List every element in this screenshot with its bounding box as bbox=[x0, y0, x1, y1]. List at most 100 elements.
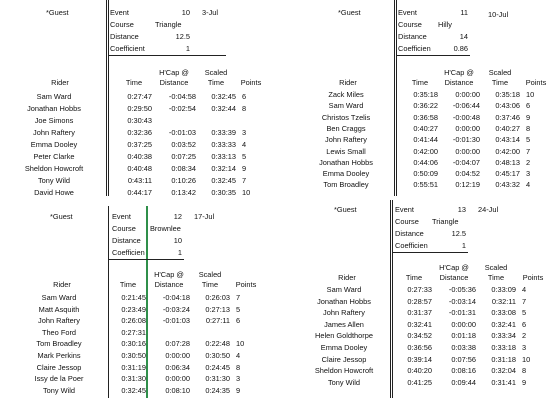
scaled-time: 0:32:45 bbox=[211, 176, 236, 185]
handicap: -0:01:31 bbox=[448, 308, 476, 318]
race-time: 0:30:43 bbox=[127, 116, 152, 125]
points: 7 bbox=[526, 146, 531, 156]
divider-line bbox=[392, 200, 393, 398]
race-time: 0:40:27 bbox=[413, 123, 438, 133]
handicap: -0:01:03 bbox=[162, 316, 190, 326]
rider-name: Sam Ward bbox=[326, 285, 362, 294]
points: 7 bbox=[522, 296, 527, 306]
selection-border bbox=[146, 206, 148, 398]
header-underline bbox=[108, 55, 226, 56]
results-panel-event-12: *Guest Event 12 17-Jul Course Brownlee D… bbox=[10, 206, 278, 400]
points: 8 bbox=[522, 366, 527, 376]
col-header-rider: Rider bbox=[51, 78, 69, 87]
handicap: -0:00:48 bbox=[452, 112, 480, 122]
race-time: 0:23:49 bbox=[121, 304, 146, 314]
race-time: 0:37:25 bbox=[127, 140, 152, 149]
course-label: Course bbox=[395, 217, 419, 226]
points: 6 bbox=[242, 92, 247, 101]
event-number: 13 bbox=[457, 205, 466, 214]
distance-value: 12.5 bbox=[175, 32, 190, 41]
race-time: 0:43:11 bbox=[127, 176, 152, 185]
scaled-time: 0:43:14 bbox=[495, 135, 520, 145]
results-panel-event-13: *Guest Event 13 24-Jul Course Triangle D… bbox=[298, 200, 558, 400]
coefficient-value: 0.86 bbox=[453, 44, 468, 53]
rider-name: Sam Ward bbox=[36, 92, 72, 101]
handicap: 0:00:00 bbox=[451, 319, 476, 329]
rider-name: Helen Goldthorpe bbox=[315, 331, 373, 341]
col-header-points: Points bbox=[235, 280, 257, 289]
scaled-time: 0:27:13 bbox=[205, 304, 230, 314]
col-header-time: Time bbox=[405, 273, 423, 282]
distance-label: Distance bbox=[398, 32, 427, 41]
race-time: 0:36:22 bbox=[413, 101, 438, 111]
points: 4 bbox=[522, 285, 527, 294]
scaled-time: 0:37:46 bbox=[495, 112, 520, 122]
col-header-hcap: H'Cap @ bbox=[439, 263, 469, 272]
rider-name: Jonathan Hobbs bbox=[319, 157, 373, 167]
handicap: 0:12:19 bbox=[455, 180, 480, 190]
scaled-time: 0:32:44 bbox=[211, 104, 236, 113]
col-header-distance: Distance bbox=[154, 280, 184, 289]
race-time: 0:27:47 bbox=[127, 92, 152, 101]
rider-name: Zack Miles bbox=[328, 90, 364, 99]
rider-name: David Howe bbox=[34, 188, 74, 197]
rider-name: Theo Ford bbox=[41, 327, 77, 337]
divider-line bbox=[108, 0, 109, 196]
handicap: -0:02:54 bbox=[168, 104, 196, 113]
points: 7 bbox=[236, 293, 241, 302]
event-number: 10 bbox=[181, 8, 190, 17]
scaled-time: 0:42:00 bbox=[495, 146, 520, 156]
handicap: -0:01:03 bbox=[168, 128, 196, 137]
col-header-scaled-time: Time bbox=[201, 280, 219, 289]
results-panel-event-10: *Guest Event 10 3-Jul Course Triangle Di… bbox=[0, 0, 278, 200]
col-header-scaled: Scaled bbox=[484, 263, 508, 272]
coefficient-label: Coefficient bbox=[110, 44, 145, 53]
rider-name: John Raftery bbox=[38, 316, 80, 326]
guest-note: *Guest bbox=[338, 8, 361, 17]
rider-name: Emma Dooley bbox=[320, 343, 368, 352]
points: 7 bbox=[242, 176, 247, 185]
handicap: 0:09:44 bbox=[451, 377, 476, 387]
event-label: Event bbox=[398, 8, 417, 17]
rider-name: James Allen bbox=[324, 319, 364, 329]
distance-label: Distance bbox=[110, 32, 139, 41]
rider-name: Emma Dooley bbox=[322, 169, 370, 179]
race-time: 0:35:18 bbox=[413, 90, 438, 99]
rider-name: Sam Ward bbox=[41, 293, 77, 302]
col-header-hcap: H'Cap @ bbox=[154, 270, 184, 279]
col-header-scaled: Scaled bbox=[488, 68, 512, 77]
points: 10 bbox=[522, 354, 531, 364]
guest-note: *Guest bbox=[50, 212, 73, 221]
rider-name: Joe Simons bbox=[34, 116, 74, 125]
race-time: 0:32:41 bbox=[407, 319, 432, 329]
points: 2 bbox=[522, 331, 527, 341]
race-time: 0:44:17 bbox=[127, 188, 152, 197]
handicap: 0:03:52 bbox=[171, 140, 196, 149]
scaled-time: 0:45:17 bbox=[495, 169, 520, 179]
col-header-hcap: H'Cap @ bbox=[159, 68, 189, 77]
rider-name: Tom Broadley bbox=[323, 180, 369, 190]
col-header-time: Time bbox=[411, 78, 429, 87]
col-header-scaled-time: Time bbox=[207, 78, 225, 87]
event-date: 17-Jul bbox=[194, 212, 215, 221]
points: 3 bbox=[242, 128, 247, 137]
divider-line bbox=[394, 0, 395, 196]
col-header-points: Points bbox=[522, 273, 544, 282]
handicap: 0:00:00 bbox=[165, 351, 190, 360]
handicap: -0:04:18 bbox=[162, 293, 190, 302]
scaled-time: 0:31:41 bbox=[491, 377, 516, 387]
points: 10 bbox=[236, 339, 245, 349]
race-time: 0:40:38 bbox=[127, 152, 152, 161]
rider-name: Mark Perkins bbox=[37, 351, 81, 360]
points: 8 bbox=[242, 104, 247, 113]
race-time: 0:27:31 bbox=[121, 327, 146, 337]
scaled-time: 0:32:14 bbox=[211, 164, 236, 173]
event-label: Event bbox=[110, 8, 129, 17]
points: 5 bbox=[526, 135, 531, 145]
handicap: 0:00:00 bbox=[455, 146, 480, 156]
race-time: 0:41:25 bbox=[407, 377, 432, 387]
course-label: Course bbox=[110, 20, 134, 29]
scaled-time: 0:48:13 bbox=[495, 157, 520, 167]
scaled-time: 0:35:18 bbox=[495, 90, 520, 99]
scaled-time: 0:33:34 bbox=[491, 331, 516, 341]
